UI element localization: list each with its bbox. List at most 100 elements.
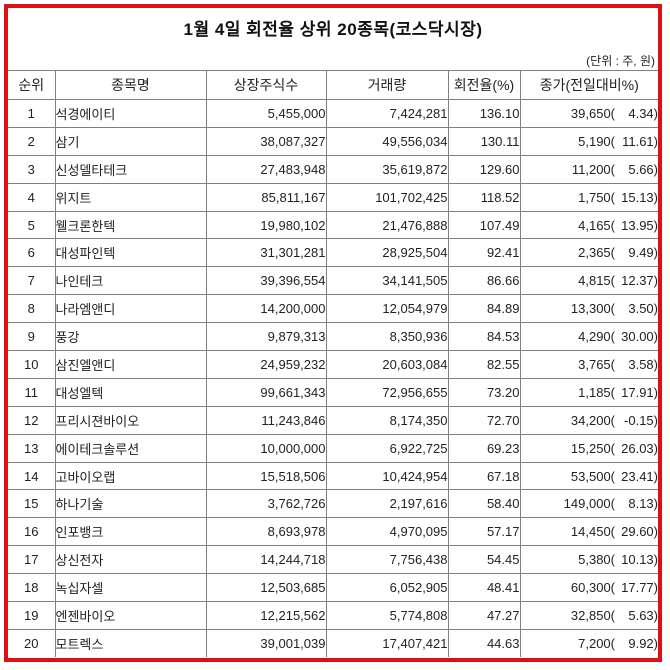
table-row: 11 대성엘텍 99,661,343 72,956,655 73.20 1,185(17.… [8,377,658,407]
close-price: 3,765( [578,356,615,372]
close-change-pct: 5.66) [628,161,658,177]
rank-cell: 12 [8,405,56,435]
table-row: 17 상신전자 14,244,718 7,756,438 54.45 5,380(10.1… [8,545,658,575]
shares-cell: 11,243,846 [205,405,327,435]
table-row: 5 웰크론한텍 19,980,102 21,476,888 107.49 4,165(13… [8,210,658,240]
volume-cell: 6,052,905 [325,573,449,603]
turnover-cell: 73.20 [447,377,521,407]
name-cell: 풍강 [54,322,207,352]
name-cell: 석경에이티 [54,99,207,128]
close-change-pct: 15.13) [621,189,658,205]
shares-cell: 3,762,726 [205,489,327,519]
shares-cell: 15,518,506 [205,461,327,491]
close-change-pct: 10.13) [621,552,658,568]
header-shares: 상장주식수 [205,70,327,100]
close-change-pct: 17.77) [621,580,658,596]
shares-cell: 99,661,343 [205,377,327,407]
close-price: 13,300( [570,301,615,317]
volume-cell: 6,922,725 [325,433,449,463]
rank-cell: 8 [8,294,56,324]
rank-cell: 1 [8,99,56,128]
close-price: 5,380( [578,552,615,568]
shares-cell: 8,693,978 [205,517,327,547]
name-cell: 인포뱅크 [54,517,207,547]
close-change-pct: 12.37) [621,273,658,289]
table-row: 6 대성파인텍 31,301,281 28,925,504 92.41 2,365(9.4… [8,238,658,268]
close-cell: 2,365(9.49) [519,238,658,268]
close-price: 4,815( [578,273,615,289]
volume-cell: 12,054,979 [325,294,449,324]
volume-cell: 10,424,954 [325,461,449,491]
shares-cell: 85,811,167 [205,182,327,212]
close-change-pct: 3.58) [628,356,658,372]
shares-cell: 10,000,000 [205,433,327,463]
close-price: 11,200( [571,161,615,177]
volume-cell: 2,197,616 [325,489,449,519]
name-cell: 나인테크 [54,266,207,296]
table-row: 16 인포뱅크 8,693,978 4,970,095 57.17 14,450(29.6… [8,517,658,547]
rank-cell: 19 [8,601,56,630]
volume-cell: 7,756,438 [325,545,449,575]
name-cell: 에이테크솔루션 [54,433,207,463]
report-frame: 1월 4일 회전율 상위 20종목(코스닥시장) (단위 : 주, 원) 순위 … [4,4,662,662]
stock-table-body: 1 석경에이티 5,455,000 7,424,281 136.10 39,650(4.3… [8,99,658,657]
turnover-cell: 54.45 [447,545,521,575]
turnover-cell: 82.55 [447,350,521,379]
close-price: 5,190( [578,133,615,149]
shares-cell: 39,001,039 [205,628,327,657]
close-price: 53,500( [570,468,615,484]
table-row: 4 위지트 85,811,167 101,702,425 118.52 1,750(15.… [8,182,658,212]
turnover-cell: 92.41 [447,238,521,268]
table-row: 7 나인테크 39,396,554 34,141,505 86.66 4,815(12.3… [8,266,658,296]
turnover-cell: 44.63 [447,628,521,657]
unit-note: (단위 : 주, 원) [586,54,655,68]
turnover-cell: 130.11 [447,126,521,156]
table-row: 18 녹십자셀 12,503,685 6,052,905 48.41 60,300(17.… [8,573,658,603]
name-cell: 엔젠바이오 [54,601,207,630]
close-cell: 4,165(13.95) [519,210,658,240]
turnover-cell: 107.49 [447,210,521,240]
close-change-pct: 11.61) [622,133,658,149]
table-row: 10 삼진엘앤디 24,959,232 20,603,084 82.55 3,765(3.… [8,350,658,379]
close-price: 14,450( [570,524,615,540]
rank-cell: 9 [8,322,56,352]
close-cell: 1,185(17.91) [519,377,658,407]
volume-cell: 34,141,505 [325,266,449,296]
close-cell: 14,450(29.60) [519,517,658,547]
close-cell: 39,650(4.34) [519,99,658,128]
turnover-cell: 72.70 [447,405,521,435]
close-price: 4,290( [578,329,615,345]
table-row: 15 하나기술 3,762,726 2,197,616 58.40 149,000(8.1… [8,489,658,519]
volume-cell: 28,925,504 [325,238,449,268]
volume-cell: 101,702,425 [325,182,449,212]
rank-cell: 16 [8,517,56,547]
volume-cell: 20,603,084 [325,350,449,379]
close-price: 15,250( [570,440,615,456]
close-price: 7,200( [578,635,615,651]
rank-cell: 20 [8,628,56,657]
close-change-pct: -0.15) [624,412,658,428]
close-cell: 4,815( 12.37) [519,266,658,296]
close-cell: 53,500(23.41) [519,461,658,491]
close-cell: 32,850(5.63) [519,601,658,630]
close-change-pct: 17.91) [621,384,658,400]
table-row: 19 엔젠바이오 12,215,562 5,774,808 47.27 32,850(5.… [8,601,658,630]
table-header: 순위 종목명 상장주식수 거래량 회전율(%) 종가(전일대비%) [8,70,658,100]
close-change-pct: 26.03) [621,440,658,456]
shares-cell: 19,980,102 [205,210,327,240]
close-change-pct: 3.50) [628,301,658,317]
close-cell: 11,200( 5.66) [519,154,658,184]
name-cell: 프리시젼바이오 [54,405,207,435]
shares-cell: 39,396,554 [205,266,327,296]
turnover-cell: 136.10 [447,99,521,128]
rank-cell: 10 [8,350,56,379]
rank-cell: 18 [8,573,56,603]
close-cell: 149,000(8.13) [519,489,658,519]
table-row: 3 신성델타테크 27,483,948 35,619,872 129.60 11,200(… [8,154,658,184]
close-price: 32,850( [570,607,615,623]
table-row: 12 프리시젼바이오 11,243,846 8,174,350 72.70 34,200(… [8,405,658,435]
volume-cell: 72,956,655 [325,377,449,407]
rank-cell: 2 [8,126,56,156]
rank-cell: 17 [8,545,56,575]
volume-cell: 7,424,281 [325,99,449,128]
